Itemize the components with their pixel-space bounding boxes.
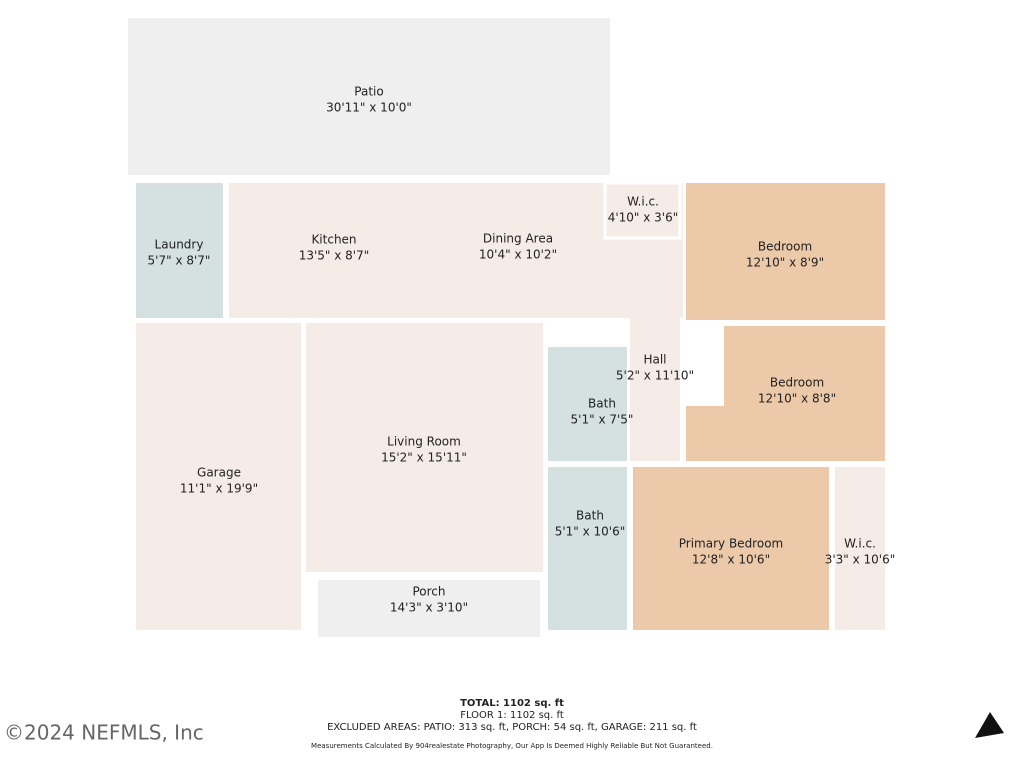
room-name: Bath <box>576 509 604 523</box>
room-size: 15'2" x 15'11" <box>381 451 467 465</box>
room-name: Bedroom <box>758 240 812 254</box>
room-name: Bath <box>588 397 616 411</box>
room-size: 12'10" x 8'8" <box>758 392 836 406</box>
floor-area: FLOOR 1: 1102 sq. ft <box>460 710 564 721</box>
room-size: 12'8" x 10'6" <box>692 553 770 567</box>
watermark: ©2024 NEFMLS, Inc <box>4 721 204 745</box>
disclaimer: Measurements Calculated By 904realestate… <box>311 742 713 750</box>
room-name: Hall <box>643 353 666 367</box>
room-size: 5'1" x 7'5" <box>571 413 634 427</box>
porch-area <box>318 580 540 637</box>
patio-area <box>128 18 610 175</box>
excluded-areas: EXCLUDED AREAS: PATIO: 313 sq. ft, PORCH… <box>327 722 697 733</box>
room-name: Bedroom <box>770 376 824 390</box>
room-name: Living Room <box>387 435 461 449</box>
rooms <box>128 18 885 637</box>
summary: TOTAL: 1102 sq. ft FLOOR 1: 1102 sq. ft … <box>311 698 713 750</box>
room-name: Laundry <box>155 238 204 252</box>
bedroom-area <box>686 183 885 320</box>
wic-area <box>835 467 885 630</box>
laundry-area <box>136 183 223 318</box>
total-area: TOTAL: 1102 sq. ft <box>460 698 564 709</box>
room-name: Garage <box>197 466 241 480</box>
room-name: Dining Area <box>483 232 553 246</box>
room-size: 4'10" x 3'6" <box>608 211 679 225</box>
room-name: Patio <box>354 85 383 99</box>
wic-area <box>603 181 682 240</box>
room-size: 3'3" x 10'6" <box>825 553 896 567</box>
bedroom-area <box>686 326 885 461</box>
room-size: 13'5" x 8'7" <box>299 249 370 263</box>
room-size: 14'3" x 3'10" <box>390 601 468 615</box>
room-size: 12'10" x 8'9" <box>746 256 824 270</box>
room-name: Primary Bedroom <box>679 537 783 551</box>
compass-arrow <box>975 712 1004 738</box>
bath-area <box>548 347 627 461</box>
room-name: W.i.c. <box>844 537 876 551</box>
room-name: Kitchen <box>311 233 356 247</box>
room-size: 5'7" x 8'7" <box>148 254 211 268</box>
room-name: W.i.c. <box>627 195 659 209</box>
room-labels: Patio 30'11" x 10'0" Laundry 5'7" x 8'7"… <box>148 85 896 615</box>
room-name: Porch <box>412 585 445 599</box>
room-size: 30'11" x 10'0" <box>326 101 412 115</box>
room-size: 5'1" x 10'6" <box>555 525 626 539</box>
room-size: 5'2" x 11'10" <box>616 369 694 383</box>
garage-area <box>136 323 301 630</box>
living-room-area <box>306 323 543 572</box>
room-size: 10'4" x 10'2" <box>479 248 557 262</box>
hall-area <box>630 318 680 461</box>
room-size: 11'1" x 19'9" <box>180 482 258 496</box>
bath-area <box>548 467 627 630</box>
primary-bedroom-area <box>633 467 829 630</box>
